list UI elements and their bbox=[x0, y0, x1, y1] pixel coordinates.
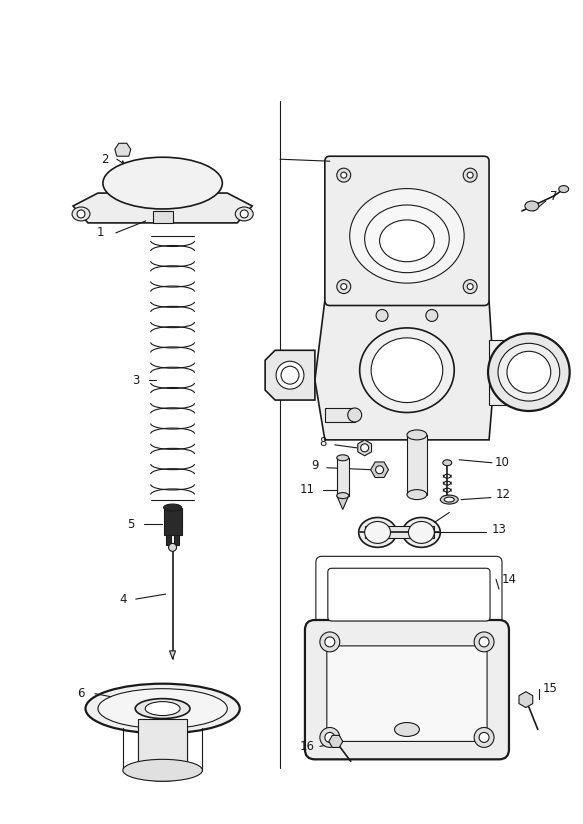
Polygon shape bbox=[329, 735, 343, 747]
Circle shape bbox=[474, 728, 494, 747]
Ellipse shape bbox=[86, 684, 240, 733]
Text: 9: 9 bbox=[311, 459, 319, 472]
Ellipse shape bbox=[359, 517, 396, 547]
Ellipse shape bbox=[276, 361, 304, 389]
Text: 4: 4 bbox=[119, 592, 127, 606]
Polygon shape bbox=[358, 440, 371, 456]
Ellipse shape bbox=[145, 701, 180, 715]
Circle shape bbox=[337, 279, 351, 293]
Bar bbox=[325, 408, 354, 422]
Polygon shape bbox=[371, 462, 388, 477]
Polygon shape bbox=[315, 301, 494, 440]
Circle shape bbox=[376, 310, 388, 321]
Ellipse shape bbox=[138, 765, 188, 781]
FancyBboxPatch shape bbox=[328, 569, 490, 621]
Bar bbox=[364, 527, 434, 538]
Polygon shape bbox=[519, 691, 533, 708]
Ellipse shape bbox=[409, 522, 434, 543]
FancyBboxPatch shape bbox=[327, 646, 487, 742]
Ellipse shape bbox=[135, 699, 190, 719]
Circle shape bbox=[467, 172, 473, 178]
Bar bbox=[337, 458, 349, 495]
FancyBboxPatch shape bbox=[316, 556, 502, 633]
FancyBboxPatch shape bbox=[325, 157, 489, 306]
Text: 3: 3 bbox=[132, 373, 139, 386]
Polygon shape bbox=[265, 350, 315, 400]
Circle shape bbox=[168, 543, 177, 551]
Bar bbox=[407, 435, 427, 494]
Ellipse shape bbox=[103, 157, 222, 209]
Bar bbox=[166, 536, 171, 545]
Circle shape bbox=[341, 172, 347, 178]
Bar bbox=[153, 211, 173, 223]
Bar bbox=[489, 340, 529, 405]
Text: 7: 7 bbox=[550, 190, 557, 203]
Bar bbox=[174, 536, 179, 545]
Text: 8: 8 bbox=[319, 437, 326, 449]
Circle shape bbox=[426, 310, 438, 321]
Text: 11: 11 bbox=[300, 483, 314, 496]
Ellipse shape bbox=[337, 493, 349, 499]
Text: 12: 12 bbox=[496, 488, 511, 501]
Ellipse shape bbox=[395, 723, 419, 737]
Circle shape bbox=[320, 728, 340, 747]
Ellipse shape bbox=[236, 207, 253, 221]
Circle shape bbox=[337, 168, 351, 182]
Ellipse shape bbox=[347, 408, 361, 422]
Ellipse shape bbox=[364, 522, 391, 543]
Text: 16: 16 bbox=[300, 740, 314, 753]
Text: 1: 1 bbox=[97, 227, 105, 239]
Circle shape bbox=[375, 466, 384, 474]
Circle shape bbox=[320, 632, 340, 652]
Ellipse shape bbox=[442, 460, 452, 466]
Ellipse shape bbox=[123, 760, 202, 781]
Ellipse shape bbox=[507, 351, 551, 393]
Circle shape bbox=[463, 168, 477, 182]
Circle shape bbox=[77, 210, 85, 218]
Polygon shape bbox=[73, 193, 252, 223]
Ellipse shape bbox=[72, 207, 90, 221]
Ellipse shape bbox=[440, 495, 458, 504]
Circle shape bbox=[479, 637, 489, 647]
Text: 6: 6 bbox=[78, 687, 85, 700]
Ellipse shape bbox=[525, 201, 539, 211]
Ellipse shape bbox=[371, 338, 442, 403]
Bar bbox=[164, 508, 181, 536]
Circle shape bbox=[467, 283, 473, 289]
Ellipse shape bbox=[407, 489, 427, 499]
Circle shape bbox=[361, 444, 368, 452]
Bar bbox=[138, 719, 188, 773]
Polygon shape bbox=[170, 651, 175, 659]
Text: 2: 2 bbox=[101, 152, 108, 166]
Ellipse shape bbox=[364, 205, 449, 273]
FancyBboxPatch shape bbox=[305, 620, 509, 760]
Circle shape bbox=[341, 283, 347, 289]
Circle shape bbox=[240, 210, 248, 218]
Ellipse shape bbox=[444, 497, 454, 502]
Ellipse shape bbox=[488, 334, 570, 411]
Text: 10: 10 bbox=[494, 456, 510, 469]
Ellipse shape bbox=[402, 517, 440, 547]
Ellipse shape bbox=[407, 430, 427, 440]
Ellipse shape bbox=[559, 185, 568, 193]
Ellipse shape bbox=[337, 455, 349, 461]
Ellipse shape bbox=[498, 344, 560, 401]
Circle shape bbox=[474, 632, 494, 652]
Circle shape bbox=[463, 279, 477, 293]
Ellipse shape bbox=[98, 689, 227, 728]
Polygon shape bbox=[337, 495, 349, 509]
Circle shape bbox=[325, 733, 335, 742]
Polygon shape bbox=[115, 143, 131, 157]
Ellipse shape bbox=[281, 366, 299, 384]
Text: 14: 14 bbox=[501, 573, 517, 586]
Ellipse shape bbox=[380, 220, 434, 262]
Text: 13: 13 bbox=[491, 523, 507, 536]
Text: 15: 15 bbox=[542, 682, 557, 695]
Ellipse shape bbox=[164, 504, 181, 511]
Text: 5: 5 bbox=[127, 518, 135, 531]
Circle shape bbox=[479, 733, 489, 742]
Ellipse shape bbox=[350, 189, 464, 283]
Ellipse shape bbox=[360, 328, 454, 413]
Circle shape bbox=[325, 637, 335, 647]
